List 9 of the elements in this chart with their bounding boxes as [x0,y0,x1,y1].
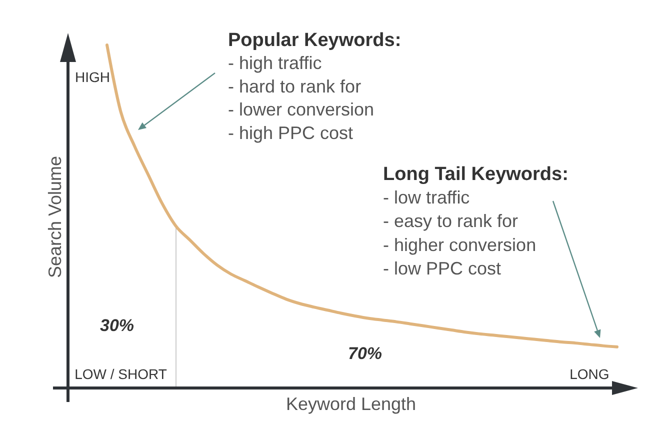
annotation: Long Tail Keywords: - low traffic - easy to rank for - higher conversion - low PPC cost [383,164,568,278]
x-axis-title: Keyword Length [286,394,416,414]
y-axis-title: Search Volume [45,156,65,278]
annotation: Popular Keywords: - high traffic - hard to rank for - lower conversion - high PPC cost [228,30,402,143]
x-tick-label: LOW / SHORT [74,366,168,382]
annotation: 70% [348,344,382,363]
x-tick-label: LONG [570,366,610,382]
annotation: HIGH [75,69,110,85]
annotation: 30% [100,316,134,335]
